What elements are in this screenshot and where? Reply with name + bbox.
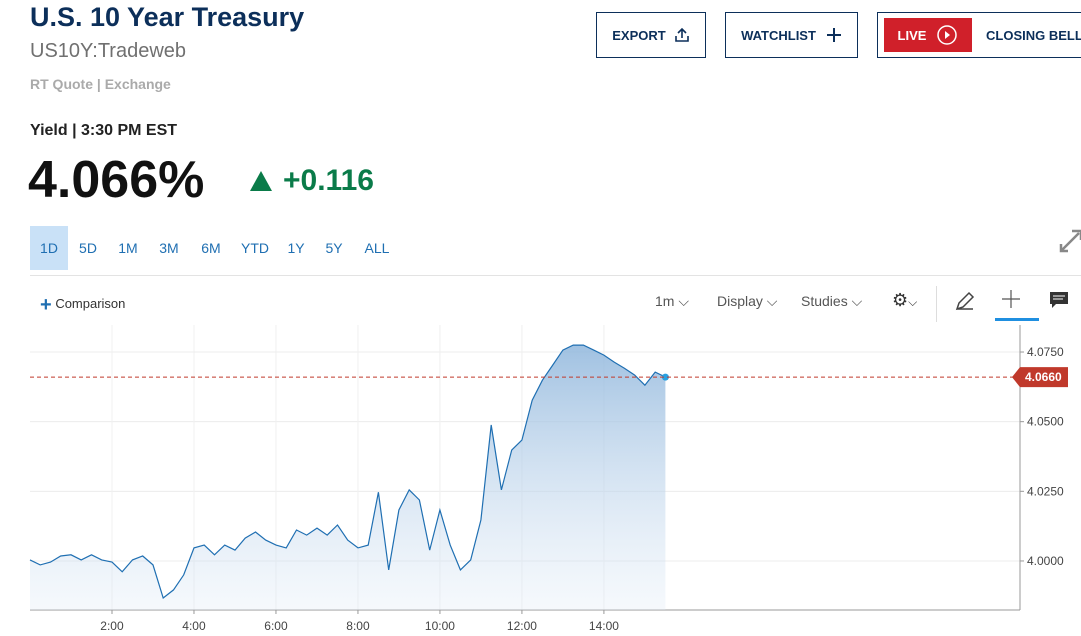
range-button[interactable]: ALL — [364, 240, 390, 256]
up-arrow — [250, 171, 272, 191]
comment-icon[interactable] — [1048, 290, 1070, 310]
range-button[interactable]: 3M — [159, 240, 179, 256]
x-tick-label: 12:00 — [507, 619, 537, 633]
toolbar-divider — [936, 286, 937, 322]
studies-menu[interactable]: Studies ⌵ — [801, 293, 863, 309]
comparison-label: Comparison — [55, 296, 126, 311]
x-tick-label: 14:00 — [589, 619, 619, 633]
expand-icon[interactable] — [1058, 226, 1081, 254]
y-tick-label: 4.0000 — [1027, 554, 1064, 568]
x-tick-label: 10:00 — [425, 619, 455, 633]
play-icon — [937, 25, 958, 45]
studies-label: Studies — [801, 293, 848, 309]
x-tick-label: 4:00 — [182, 619, 206, 633]
range-button[interactable]: 1M — [118, 240, 138, 256]
watchlist-button[interactable]: WATCHLIST — [725, 12, 858, 58]
y-tick-label: 4.0750 — [1027, 345, 1064, 359]
x-tick-label: 8:00 — [346, 619, 370, 633]
line — [29, 344, 666, 600]
export-button[interactable]: EXPORT — [596, 12, 706, 58]
live-button[interactable]: LIVE CLOSING BELL — [877, 12, 1081, 58]
live-label: LIVE — [897, 27, 927, 43]
crosshair-active — [995, 318, 1039, 321]
range-button[interactable]: 5D — [79, 240, 97, 256]
quote-type: RT Quote | Exchange — [30, 76, 171, 92]
last-price-badge — [1012, 367, 1068, 388]
interval-label: 1m — [655, 293, 675, 309]
quote-value: 4.066% — [28, 151, 205, 209]
settings-menu[interactable]: ⚙⌵ — [892, 290, 918, 310]
quote-label: Yield | 3:30 PM EST — [30, 122, 178, 139]
crosshair-icon[interactable] — [998, 288, 1024, 310]
display-menu[interactable]: Display ⌵ — [717, 293, 778, 309]
y-tick-label: 4.0500 — [1027, 415, 1064, 429]
display-label: Display — [717, 293, 763, 309]
y-tick-label: 4.0250 — [1027, 484, 1064, 498]
watchlist-label: WATCHLIST — [741, 27, 816, 43]
plus-icon — [826, 28, 841, 42]
x-tick-label: 2:00 — [100, 619, 124, 633]
symbol: US10Y:Tradeweb — [30, 40, 187, 62]
range-button[interactable]: 5Y — [325, 240, 343, 256]
last-point — [661, 373, 669, 381]
last-price-label: 4.0660 — [1025, 370, 1062, 384]
live-badge: LIVE — [884, 18, 972, 52]
x-tick-label: 6:00 — [264, 619, 288, 633]
title: U.S. 10 Year Treasury — [30, 2, 305, 32]
closing-bell-label: CLOSING BELL — [986, 27, 1081, 43]
draw-icon[interactable] — [954, 290, 976, 312]
export-icon — [674, 27, 689, 42]
quote-change: +0.116 — [283, 164, 374, 197]
range-button[interactable]: 1Y — [287, 240, 305, 256]
export-label: EXPORT — [612, 27, 666, 43]
separator — [30, 275, 1081, 276]
range-button[interactable]: YTD — [241, 240, 269, 256]
interval-menu[interactable]: 1m ⌵ — [655, 293, 689, 309]
comparison-button[interactable]: + Comparison — [40, 294, 126, 316]
range-button[interactable]: 6M — [201, 240, 221, 256]
range-button[interactable]: 1D — [30, 226, 68, 270]
area — [30, 345, 666, 610]
